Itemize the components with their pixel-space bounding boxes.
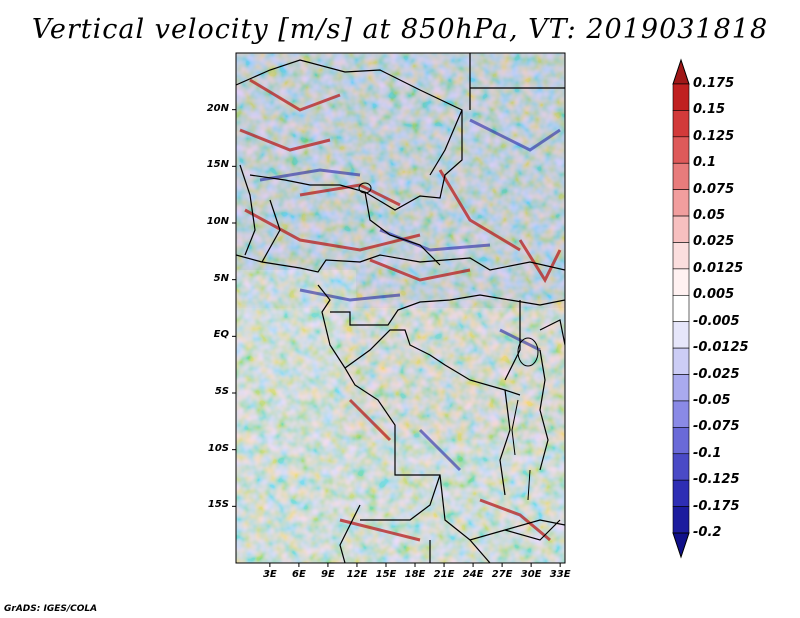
colorbar-swatch (672, 189, 690, 217)
colorbar-top-arrow (672, 58, 690, 85)
map-frame (235, 52, 566, 564)
colorbar-bottom-arrow (672, 532, 690, 559)
colorbar-swatch (672, 453, 690, 481)
colorbar-swatch (672, 136, 690, 164)
lat-label: 15N (206, 159, 229, 171)
colorbar-label: 0.075 (693, 181, 735, 197)
lon-label: 21E (433, 569, 455, 580)
colorbar-label: -0.2 (693, 525, 722, 540)
lon-label: 18E (404, 569, 426, 580)
colorbar-swatch (672, 321, 690, 349)
lon-label: 9E (321, 569, 335, 580)
colorbar-label: -0.175 (693, 498, 740, 514)
colorbar-label: -0.125 (693, 472, 740, 488)
colorbar-label: -0.1 (693, 445, 722, 461)
colorbar-label: -0.005 (693, 313, 740, 329)
colorbar (672, 58, 690, 559)
lat-label: 5S (214, 386, 229, 397)
colorbar-label: -0.025 (693, 366, 740, 382)
colorbar-swatch (672, 427, 690, 455)
colorbar-swatch (672, 215, 690, 243)
lon-label: 3E (262, 569, 277, 580)
colorbar-swatch (672, 294, 690, 323)
lat-label: 10S (207, 442, 229, 454)
grads-credit: GrADS: IGES/COLA (4, 604, 98, 614)
colorbar-label: 0.125 (693, 128, 735, 144)
colorbar-label: -0.0125 (693, 340, 749, 356)
colorbar-swatch (672, 506, 690, 534)
axis-ticks (232, 109, 561, 567)
colorbar-swatch (672, 242, 690, 270)
lon-label: 6E (291, 569, 306, 580)
colorbar-label: 0.1 (693, 155, 717, 171)
map-title: Vertical velocity [m/s] at 850hPa, VT: 2… (31, 14, 769, 45)
colorbar-swatch (672, 374, 690, 402)
lat-label: 5N (213, 272, 229, 284)
colorbar-swatch (672, 83, 690, 111)
colorbar-swatch (672, 162, 690, 190)
colorbar-label: 0.025 (693, 234, 735, 250)
lon-label: 24E (462, 569, 484, 580)
lat-label: 20N (206, 102, 229, 114)
colorbar-label: -0.075 (693, 419, 740, 435)
lat-label: 10N (206, 216, 229, 227)
colorbar-swatch (672, 479, 690, 507)
colorbar-swatch (672, 400, 690, 428)
colorbar-label: 0.175 (693, 76, 735, 91)
colorbar-label: -0.05 (693, 392, 731, 408)
lon-label: 12E (346, 569, 368, 580)
colorbar-label: 0.05 (693, 208, 726, 224)
colorbar-label: 0.0125 (693, 260, 744, 276)
colorbar-label: 0.15 (693, 102, 726, 118)
colorbar-swatch (672, 110, 690, 138)
lat-label: 15S (207, 499, 229, 511)
country-borders (236, 53, 565, 563)
lon-label: 30E (520, 569, 542, 580)
lon-label: 33E (549, 569, 571, 580)
colorbar-label: 0.005 (693, 287, 735, 303)
colorbar-swatch (672, 268, 690, 296)
lon-label: 27E (491, 569, 513, 580)
colorbar-swatch (672, 347, 690, 375)
lon-label: 15E (375, 569, 397, 580)
lake-outlines (358, 182, 539, 501)
lat-label: EQ (213, 329, 229, 341)
velocity-field (236, 53, 565, 563)
